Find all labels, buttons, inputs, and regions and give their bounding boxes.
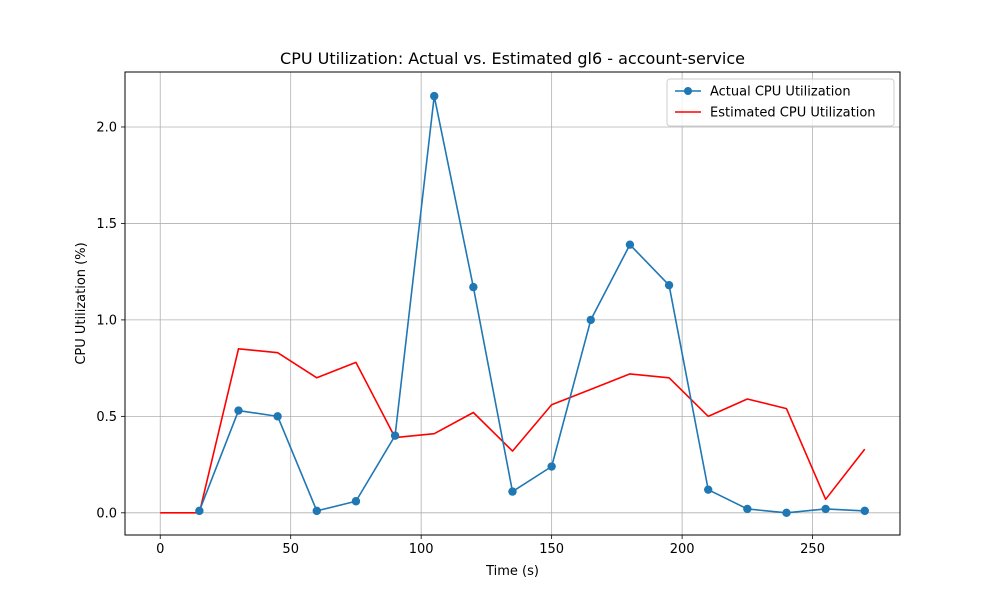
actual-cpu-point [586, 315, 595, 325]
actual-cpu-point [782, 508, 791, 518]
y-tick-label: 1.5 [96, 217, 117, 232]
actual-cpu-point [430, 91, 439, 101]
actual-cpu-point [351, 497, 361, 506]
grid-lines [125, 72, 900, 535]
legend-label-actual: Actual CPU Utilization [710, 85, 851, 100]
y-tick-label: 0.5 [96, 410, 117, 425]
y-tick-label: 1.0 [96, 313, 117, 328]
x-tick-label: 150 [539, 542, 564, 557]
actual-cpu-point [743, 504, 752, 514]
axis-ticks: 0 50 100 150 200 250 0.0 0.5 1.0 1.5 2.0 [96, 120, 825, 557]
x-tick-label: 50 [282, 542, 299, 557]
actual-cpu-point [273, 412, 282, 421]
actual-cpu-point [860, 506, 869, 516]
actual-cpu-point [508, 487, 517, 496]
actual-cpu-point [234, 406, 243, 415]
actual-cpu-point [704, 485, 713, 494]
x-tick-label: 0 [156, 542, 164, 557]
actual-cpu-point [625, 240, 635, 249]
legend-marker-actual [684, 87, 692, 95]
chart-title: CPU Utilization: Actual vs. Estimated gl… [280, 49, 745, 68]
legend-box [666, 78, 895, 127]
actual-cpu-point [547, 462, 556, 471]
actual-cpu-point [195, 506, 204, 516]
x-tick-label: 250 [800, 542, 825, 557]
actual-cpu-point [469, 282, 478, 292]
actual-cpu-point [390, 431, 400, 440]
y-tick-label: 2.0 [96, 120, 117, 135]
x-axis-label: Time (s) [485, 564, 539, 579]
y-axis-label: CPU Utilization (%) [74, 242, 89, 364]
actual-cpu-point [821, 504, 830, 514]
actual-cpu-point [664, 280, 674, 290]
estimated-cpu-line [160, 348, 866, 514]
actual-cpu-line [198, 95, 865, 514]
series-layer [160, 91, 869, 518]
legend-label-estimated: Estimated CPU Utilization [710, 106, 876, 121]
plot-area-frame [124, 71, 901, 536]
chart-legend: Actual CPU Utilization Estimated CPU Uti… [666, 78, 895, 127]
actual-cpu-point [312, 506, 321, 516]
x-tick-label: 100 [409, 542, 434, 557]
y-tick-label: 0.0 [96, 506, 117, 521]
x-tick-label: 200 [670, 542, 695, 557]
